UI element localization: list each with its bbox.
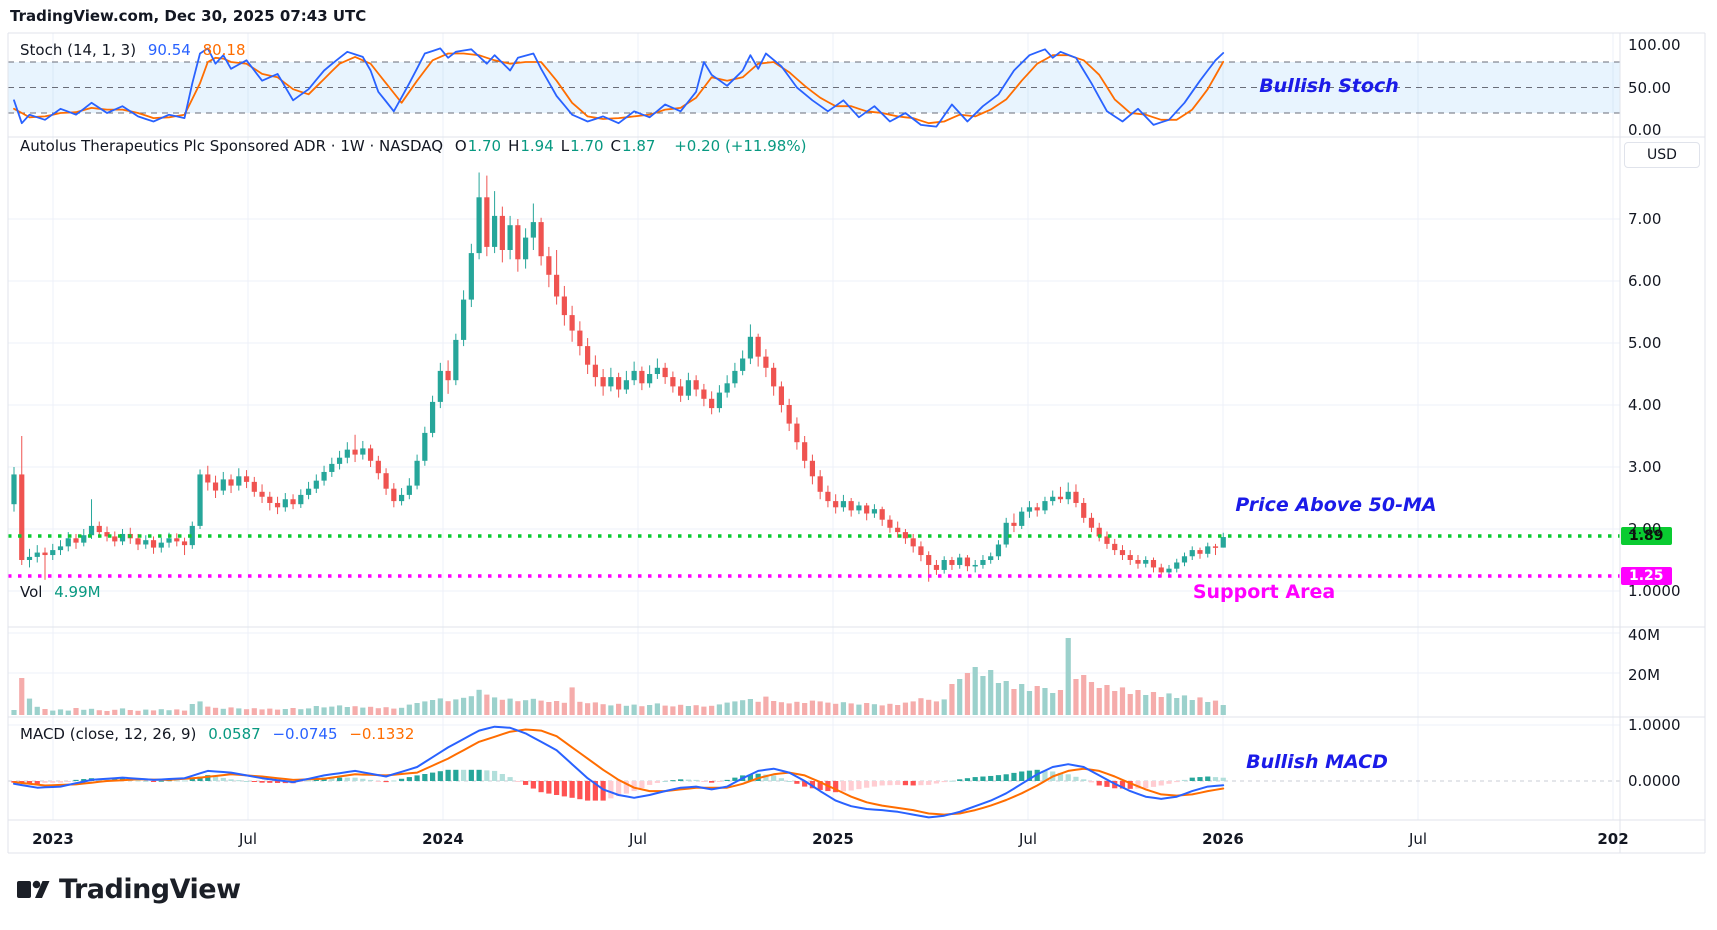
time-axis-tick: 2026 (1202, 830, 1244, 848)
stoch-k-value: 90.54 (147, 41, 191, 59)
price-axis-tick: 6.00 (1628, 272, 1662, 290)
ohlc-letter: H (508, 137, 520, 155)
time-axis-tick: 2024 (422, 830, 464, 848)
change-value: +0.20 (+11.98%) (674, 137, 807, 155)
annotation-support-area: Support Area (1192, 581, 1336, 603)
price-axis-tick: 2.00 (1628, 520, 1662, 538)
macd-legend-label: MACD (close, 12, 26, 9) (20, 725, 197, 743)
stoch-legend-label: Stoch (14, 1, 3) (20, 41, 137, 59)
volume-axis-tick: 20M (1628, 666, 1661, 684)
price-axis-tick: 1.0000 (1628, 582, 1681, 600)
tradingview-logo-icon (17, 880, 50, 898)
ohlc-values: O1.70 H1.94 L1.70 C1.87 (455, 137, 663, 155)
time-axis-tick: Jul (238, 830, 258, 848)
ohlc-number: 1.70 (570, 137, 604, 155)
symbol-title: Autolus Therapeutics Plc Sponsored ADR ·… (20, 137, 444, 155)
time-axis-tick: Jul (628, 830, 648, 848)
tradingview-logo-text: TradingView (59, 873, 241, 905)
time-axis-tick: 2023 (32, 830, 74, 848)
ohlc-letter: O (454, 137, 467, 155)
currency-usd-button[interactable]: USD (1624, 142, 1700, 168)
stoch-axis-tick: 0.00 (1628, 121, 1662, 139)
price-axis-tick: 5.00 (1628, 334, 1662, 352)
macd-hist-value: 0.0587 (208, 725, 261, 743)
volume-legend-label: Vol (20, 583, 43, 601)
annotation-price-above-ma: Price Above 50-MA (1235, 494, 1437, 516)
macd-line-value: −0.0745 (272, 725, 338, 743)
annotation-bullish-macd: Bullish MACD (1246, 751, 1388, 773)
macd-legend: MACD (close, 12, 26, 9) 0.0587 −0.0745 −… (20, 725, 421, 743)
stoch-legend: Stoch (14, 1, 3) 90.54 80.18 (20, 41, 253, 59)
time-axis-tick: Jul (1018, 830, 1038, 848)
price-axis-tick: 7.00 (1628, 210, 1662, 228)
annotation-bullish-stoch: Bullish Stoch (1259, 75, 1399, 97)
macd-axis-tick: 1.0000 (1628, 716, 1681, 734)
ohlc-number: 1.94 (520, 137, 554, 155)
watermark-header: TradingView.com, Dec 30, 2025 07:43 UTC (10, 7, 367, 25)
macd-signal-value: −0.1332 (349, 725, 415, 743)
volume-value: 4.99M (54, 583, 101, 601)
macd-axis-tick: 0.0000 (1628, 772, 1681, 790)
ma-price-badge: 1.89 (1621, 527, 1672, 545)
volume-legend: Vol 4.99M (20, 583, 108, 601)
price-axis-tick: 4.00 (1628, 396, 1662, 414)
stoch-axis-tick: 100.00 (1628, 36, 1681, 54)
price-axis-tick: 3.00 (1628, 458, 1662, 476)
support-price-badge: 1.25 (1621, 567, 1672, 585)
tradingview-logo: TradingView (15, 871, 241, 907)
stoch-d-value: 80.18 (202, 41, 246, 59)
ohlc-letter: L (560, 137, 570, 155)
stoch-axis-tick: 50.00 (1628, 78, 1671, 97)
symbol-legend: Autolus Therapeutics Plc Sponsored ADR ·… (20, 137, 813, 155)
ohlc-letter: C (610, 137, 622, 155)
time-axis-tick: 202 (1597, 830, 1629, 848)
ohlc-number: 1.70 (467, 137, 502, 155)
ohlc-number: 1.87 (622, 137, 656, 155)
volume-axis-tick: 40M (1628, 626, 1661, 644)
time-axis-tick: 2025 (812, 830, 854, 848)
time-axis-tick: Jul (1408, 830, 1428, 848)
